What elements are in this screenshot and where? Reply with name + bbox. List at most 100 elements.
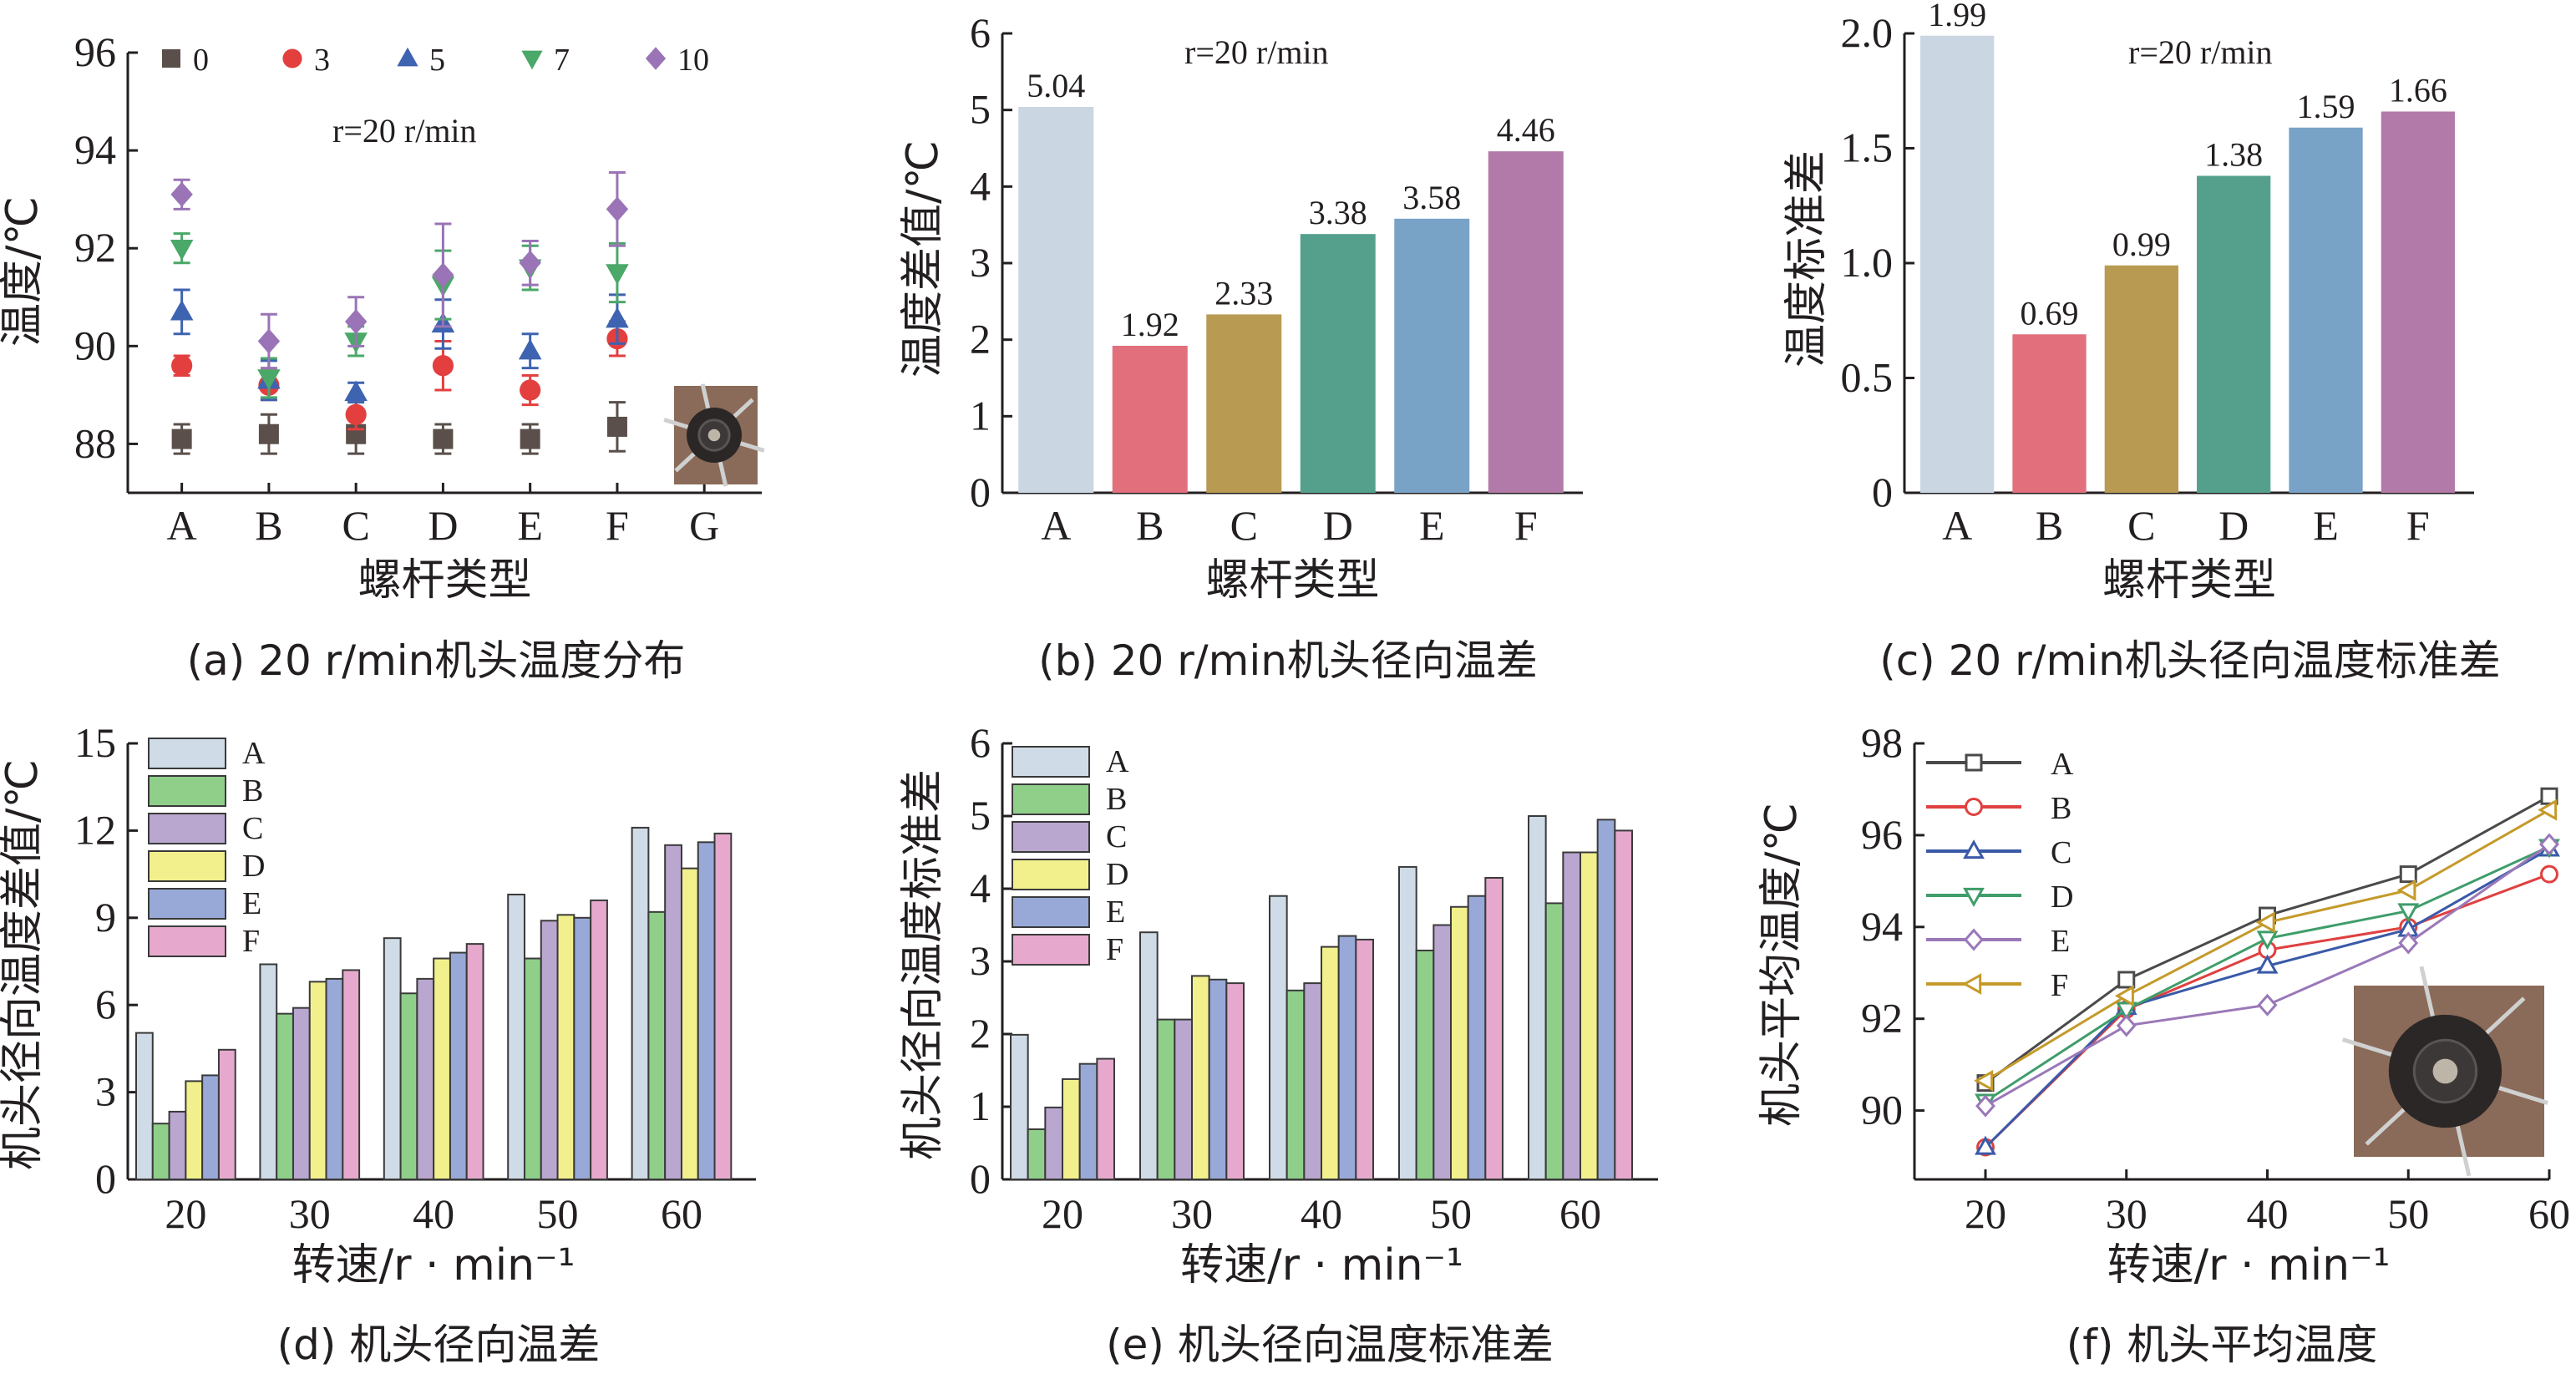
bar-D-40 — [433, 957, 451, 1181]
point-E-40 — [2257, 993, 2278, 1017]
legend-label-C: C — [242, 811, 263, 846]
legend-swatch-F — [1012, 934, 1090, 966]
legend-marker-D — [1963, 887, 1985, 907]
y-tick-label: 1.0 — [1841, 239, 1894, 286]
x-tick-label: 40 — [1301, 1190, 1342, 1237]
point-F-60 — [2538, 799, 2558, 821]
legend-label-D: D — [242, 849, 265, 884]
point-10-C — [344, 309, 368, 335]
x-tick-label: 60 — [1559, 1190, 1601, 1237]
legend-swatch-B — [1012, 783, 1090, 815]
legend-marker-10 — [645, 47, 667, 70]
legend-swatch-A — [148, 738, 226, 769]
legend-marker-5 — [397, 47, 418, 67]
point-B-60 — [2540, 864, 2558, 884]
y-tick-label: 92 — [74, 224, 116, 271]
y-tick-label: 96 — [1861, 811, 1903, 858]
point-7-F — [606, 264, 629, 285]
x-tick-label: 30 — [289, 1190, 331, 1237]
y-tick-label: 94 — [74, 126, 116, 173]
bar-A-20 — [1010, 1033, 1029, 1180]
panel-a-temperature-distribution: 88 90 92 94 96 A B C D E F G 螺杆类型 温度/℃ r=20 r/min 0 3 5 7 1… — [0, 28, 765, 685]
bar-B-30 — [276, 1012, 294, 1181]
bar-C-40 — [416, 977, 435, 1180]
bar-C-60 — [1562, 851, 1582, 1180]
bar-A-40 — [1269, 895, 1288, 1180]
y-axis-title: 温度差值/℃ — [898, 140, 948, 378]
data-label-F: 1.66 — [2389, 72, 2447, 109]
y-tick-label: 0 — [970, 469, 991, 515]
bar-B-50 — [1415, 949, 1435, 1180]
point-E-50 — [2398, 931, 2419, 955]
bar-A-40 — [383, 937, 402, 1181]
x-tick-label: 60 — [661, 1190, 702, 1237]
y-tick-label: 0 — [970, 1155, 991, 1202]
bar-D-30 — [308, 981, 327, 1180]
y-tick-label: 6 — [970, 9, 991, 56]
legend-marker-A — [1965, 753, 1983, 772]
point-10-B — [257, 328, 281, 354]
legend-label-B: B — [2051, 791, 2071, 826]
x-tick-label: C — [342, 502, 369, 549]
bar-B-30 — [1156, 1018, 1176, 1180]
data-label-D: 3.38 — [1309, 194, 1367, 231]
point-D-40 — [2256, 930, 2279, 951]
y-tick-label: 2 — [970, 1010, 991, 1057]
y-tick-label: 90 — [74, 322, 116, 368]
bar-A-20 — [135, 1032, 154, 1181]
data-label-A: 1.99 — [1928, 0, 1986, 33]
bar-E-30 — [1208, 978, 1228, 1180]
point-3-E — [520, 379, 541, 401]
x-tick-label: 20 — [165, 1190, 206, 1237]
point-0-D — [433, 428, 454, 449]
bar-F-30 — [1225, 982, 1245, 1180]
legend-label-C: C — [2051, 835, 2071, 870]
bar-F-20 — [1096, 1057, 1116, 1180]
bar-E-20 — [201, 1074, 220, 1181]
point-0-E — [520, 428, 540, 449]
bar-E — [1394, 218, 1470, 493]
y-tick-label: 96 — [74, 28, 116, 75]
y-tick-label: 0 — [1872, 469, 1893, 515]
x-axis-title: 转速/r · min⁻¹ — [2107, 1240, 2391, 1290]
bar-E-40 — [449, 951, 468, 1181]
bar-C — [1206, 314, 1282, 493]
point-5-A — [170, 299, 194, 321]
legend-label-3: 3 — [314, 43, 330, 78]
bar-B-50 — [523, 957, 542, 1181]
y-tick-label: 1 — [970, 1082, 991, 1129]
bar-A — [1018, 107, 1094, 493]
x-tick-label: 40 — [413, 1190, 454, 1237]
y-tick-label: 15 — [74, 719, 116, 766]
x-tick-label: C — [2127, 502, 2155, 549]
bar-C-60 — [664, 844, 682, 1180]
y-axis-title: 机头径向温度差值/℃ — [0, 759, 48, 1170]
x-tick-label: B — [2036, 502, 2063, 549]
point-E-20 — [1975, 1094, 1995, 1118]
bar-C-30 — [292, 1006, 311, 1181]
x-tick-label: C — [1230, 502, 1258, 549]
caption: (c) 20 r/min机头径向温度标准差 — [1879, 636, 2501, 685]
y-tick-label: 94 — [1861, 903, 1903, 950]
bar-F-20 — [217, 1048, 236, 1180]
point-0-A — [171, 428, 192, 449]
bar-C-20 — [168, 1110, 187, 1181]
legend-label-F: F — [1106, 932, 1123, 967]
y-tick-label: 3 — [970, 239, 991, 286]
x-tick-label: B — [1136, 502, 1164, 549]
x-tick-label: B — [255, 502, 282, 549]
legend-swatch-D — [148, 850, 226, 882]
bar-C-40 — [1303, 982, 1323, 1180]
x-tick-label: D — [1323, 502, 1353, 549]
bar-B — [2012, 334, 2087, 493]
x-tick-label: A — [1942, 502, 1972, 549]
legend-swatch-E — [148, 888, 226, 920]
bar-E-60 — [697, 841, 716, 1180]
data-label-B: 1.92 — [1121, 306, 1179, 343]
legend-label-10: 10 — [677, 43, 709, 78]
point-0-F — [606, 416, 627, 437]
point-3-C — [345, 403, 367, 425]
bar-E-60 — [1596, 819, 1616, 1180]
photo-die-core — [2432, 1058, 2458, 1084]
